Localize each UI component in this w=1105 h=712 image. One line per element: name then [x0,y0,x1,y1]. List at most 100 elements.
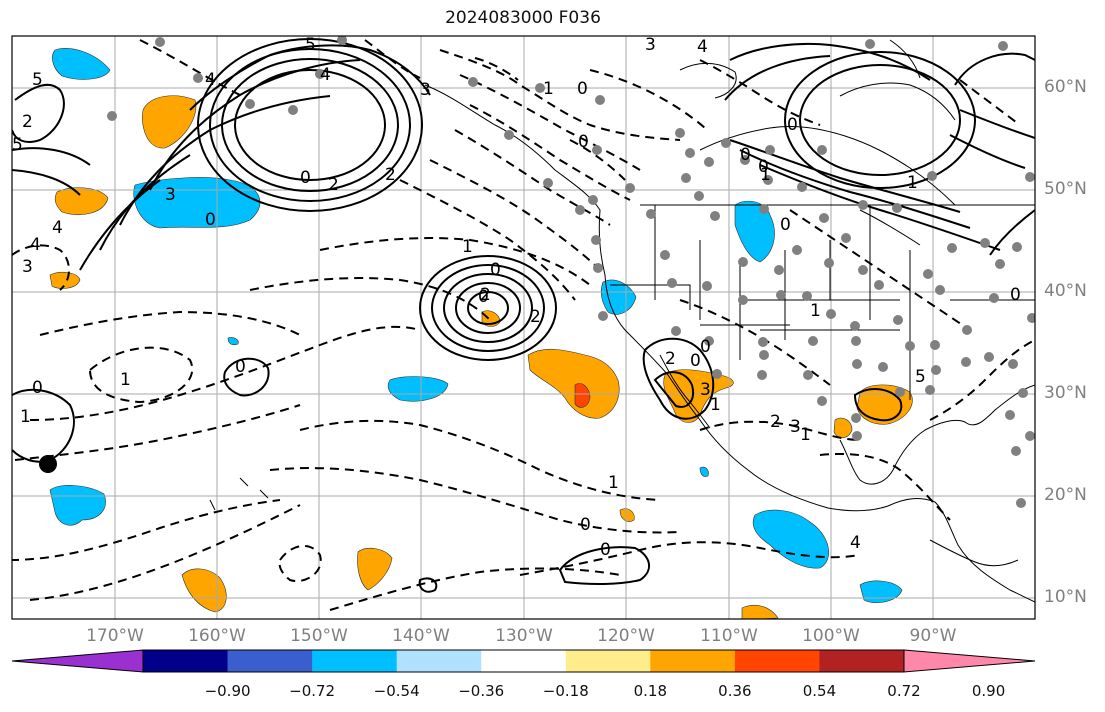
colorbar-extend-high [903,649,1036,673]
contour-label: 3 [700,380,711,400]
colorbar-segment [143,650,229,672]
contour-label: 1 [20,407,31,427]
orange-patch [357,547,393,591]
contour-label: 2 [665,349,676,369]
contour-label: 0 [740,145,751,165]
colorbar-extend-low [11,649,144,673]
contour-label: 0 [758,157,769,177]
contour-label: 1 [800,425,811,445]
colorbar-tick-label: 0.72 [887,682,921,700]
colorbar-frame [142,649,905,673]
contour-label: 2 [385,165,396,185]
contour-label: 0 [600,540,611,560]
contour-label: 0 [700,337,711,357]
orange-patch [833,417,853,439]
colorbar-segment [734,650,820,672]
colorbar-segment [650,650,736,672]
contour-label: 2 [530,307,541,327]
orange-patch [527,348,620,419]
latitude-label: 60°N [1044,77,1087,97]
colorbar-tick-label: 0.36 [718,682,752,700]
contour-label: 5 [12,135,23,155]
contour-label: 1 [462,237,473,257]
contour-label: 1 [810,301,821,321]
contour-label: 1 [120,370,131,390]
orange-patch [54,187,109,215]
contour-label: 0 [32,378,43,398]
contour-label: 4 [850,533,861,553]
blue-patch [699,466,709,477]
longitude-label: 160°W [188,626,246,646]
contour-label: 0 [1010,285,1021,305]
contour-label: 5 [32,70,43,90]
latitude-label: 10°N [1044,587,1087,607]
contour-label: 2 [770,412,781,432]
colorbar-tick-label: −0.90 [204,682,251,700]
blue-patch [752,509,829,569]
blue-patch [52,48,111,80]
contour-label: 0 [300,168,311,188]
contour-label: 4 [30,235,41,255]
latitude-label: 20°N [1044,485,1087,505]
contour-label: 5 [305,35,316,55]
contour-label: 3 [645,35,656,55]
positive-contours [12,38,1035,593]
contour-label: 3 [420,80,431,100]
blue-patch [227,337,239,346]
longitude-label: 150°W [290,626,348,646]
contour-label: 1 [907,173,918,193]
blue-patch [734,200,775,263]
colorbar-tick-label: 0.18 [633,682,668,700]
map-title: 2024083000 F036 [445,8,601,28]
orange-patch [49,271,81,289]
contour-label: 4 [320,65,331,85]
contour-label: 0 [205,210,216,230]
contour-label: 0 [578,132,589,152]
contour-label: 1 [608,473,619,493]
contour-label: 2 [480,285,491,305]
contour-label: 0 [787,115,798,135]
contour-label: 0 [690,351,701,371]
longitude-label: 100°W [802,626,860,646]
contour-label: 0 [235,357,246,377]
contour-label: 1 [543,79,554,99]
contour-label: 0 [490,260,501,280]
colorbar-segment [312,650,398,672]
orange-patch [142,95,197,149]
longitude-label: 90°W [909,626,957,646]
observation-marker [39,455,57,473]
colorbar-segment [481,650,567,672]
red-patch [574,383,591,408]
contour-label: 3 [790,417,801,437]
colorbar [11,649,1036,673]
colorbar-segment [819,650,905,672]
contour-label: 0 [478,287,489,307]
orange-patch [741,605,779,619]
latitude-label: 50°N [1044,179,1087,199]
contour-label: 5 [915,367,926,387]
contour-label: 0 [580,515,591,535]
longitude-label: 140°W [392,626,450,646]
orange-patch [181,568,227,613]
longitude-label: 110°W [700,626,758,646]
contour-label: 1 [710,395,721,415]
colorbar-tick-label: −0.54 [373,682,420,700]
contour-label: 0 [577,79,588,99]
colorbar-tick-label: −0.72 [289,682,336,700]
longitude-label: 130°W [495,626,553,646]
colorbar-tick-label: −0.18 [542,682,589,700]
station-markers [107,36,1035,508]
blue-patch [387,376,449,402]
contour-label: 3 [22,257,33,277]
contour-label: 3 [165,185,176,205]
colorbar-tick-label: 0.90 [971,682,1006,700]
contour-label: 2 [22,112,33,132]
colorbar-tick-label: 0.54 [802,682,837,700]
coastlines [209,39,1035,603]
longitude-label: 170°W [86,626,144,646]
colorbar-tick-label: −0.36 [458,682,505,700]
blue-patch [600,279,637,315]
map-frame [11,35,1036,620]
